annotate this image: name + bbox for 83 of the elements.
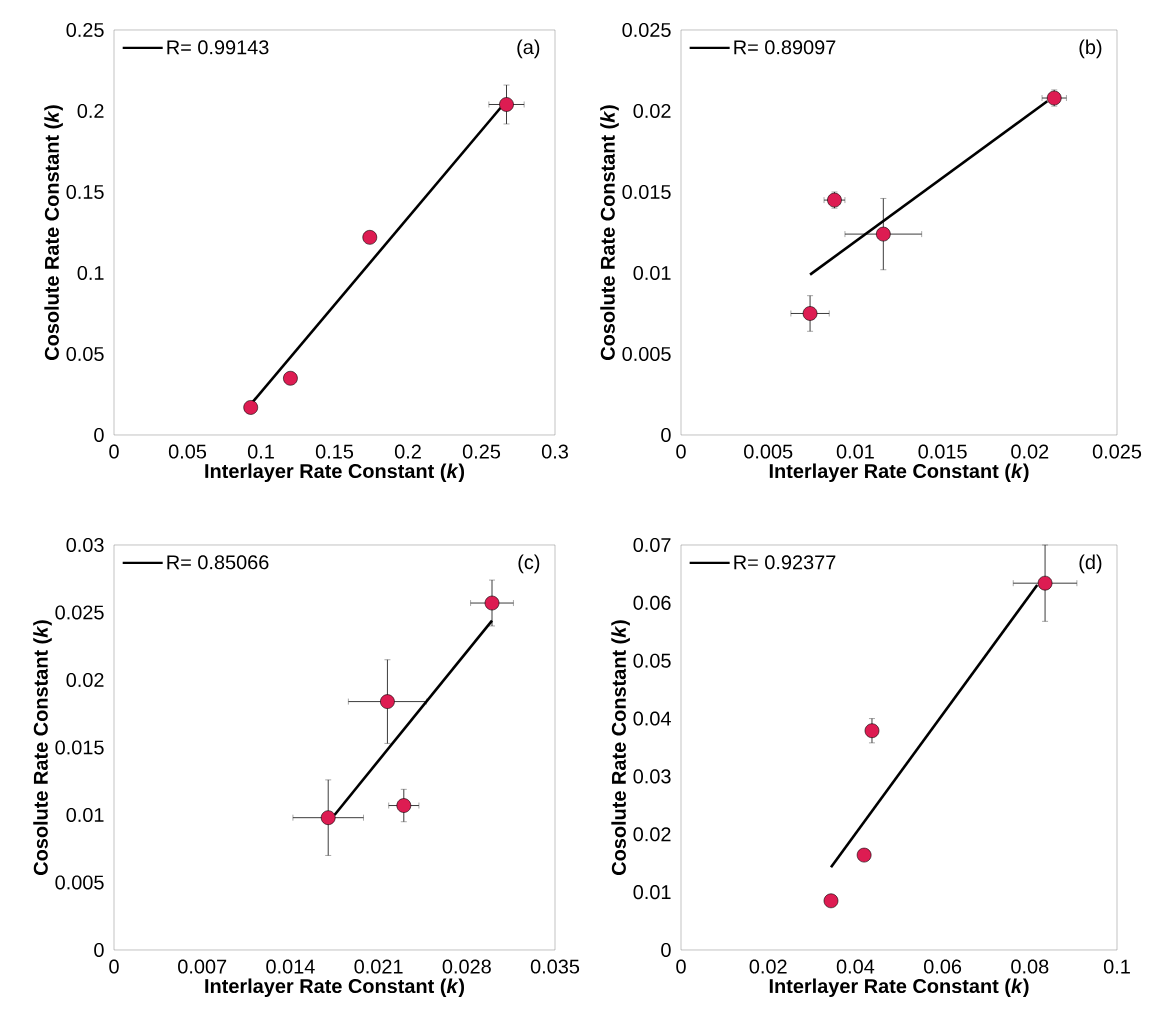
y-tick-label: 0.03	[633, 769, 671, 784]
legend-label: R= 0.89097	[734, 40, 836, 55]
y-tick-label: 0	[661, 942, 671, 958]
x-tick-label: 0	[676, 959, 686, 974]
x-tick-label: 0.06	[924, 959, 962, 974]
point	[827, 192, 842, 208]
y-tick-label: 0.05	[633, 653, 671, 668]
x-tick-label: 0	[109, 959, 119, 974]
y-tick-label: 0	[94, 942, 104, 958]
point	[396, 798, 412, 813]
y-tick-label: 0.05	[66, 346, 104, 362]
x-tick-label: 0.25	[462, 444, 501, 459]
y-tick-label: 0.025	[55, 605, 104, 620]
y-axis-title: Cosolute Rate Constant (k)	[611, 620, 630, 875]
x-tick-label: 0.025	[1092, 444, 1142, 459]
x-tick-label: 0.035	[530, 959, 580, 974]
x-tick-label: 0.3	[541, 444, 568, 459]
x-tick-label: 0.014	[266, 959, 315, 974]
legend-label: R= 0.92377	[734, 555, 836, 570]
point	[362, 230, 378, 245]
y-tick-label: 0.1	[77, 265, 104, 281]
x-tick-label: 0.15	[315, 444, 354, 459]
y-tick-label: 0.07	[633, 537, 671, 553]
legend-label: R= 0.99143	[167, 40, 269, 55]
y-tick-label: 0.2	[77, 103, 104, 119]
point	[380, 694, 395, 709]
annotation: (b)	[1079, 39, 1102, 59]
y-axis-title: Cosolute Rate Constant (k)	[44, 105, 63, 360]
y-tick-label: 0.015	[55, 740, 104, 755]
point	[283, 370, 298, 386]
y-axis-title: Cosolute Rate Constant (k)	[600, 105, 619, 360]
x-tick-label: 0.007	[178, 959, 227, 974]
y-tick-label: 0.25	[66, 22, 104, 38]
x-tick-label: 0.01	[836, 444, 874, 459]
y-tick-label: 0.01	[633, 885, 671, 900]
y-tick-label: 0.005	[55, 875, 104, 890]
x-tick-label: 0.02	[749, 959, 787, 974]
y-tick-label: 0.02	[633, 827, 671, 842]
y-tick-label: 0.005	[622, 346, 671, 362]
point	[243, 400, 259, 415]
x-tick-label: 0.1	[1103, 959, 1130, 974]
point	[864, 723, 880, 739]
y-tick-label: 0.15	[66, 184, 104, 200]
x-axis-title: Interlayer Rate Constant (k)	[205, 978, 465, 998]
annotation: (c)	[518, 554, 540, 574]
point	[1037, 575, 1053, 591]
y-tick-label: 0	[94, 427, 104, 443]
y-tick-label: 0.015	[622, 184, 671, 200]
y-tick-label: 0	[661, 427, 671, 443]
x-tick-label: 0.1	[247, 444, 274, 459]
y-tick-label: 0.03	[66, 537, 104, 553]
point	[802, 306, 818, 321]
x-tick-label: 0.04	[836, 959, 875, 974]
legend-label: R= 0.85066	[167, 555, 269, 570]
annotation: (a)	[517, 39, 540, 59]
point	[856, 847, 872, 863]
x-tick-label: 0	[109, 444, 119, 459]
point	[876, 226, 891, 242]
y-tick-label: 0.06	[633, 595, 671, 610]
x-axis-title: Interlayer Rate Constant (k)	[769, 463, 1029, 483]
y-tick-label: 0.01	[66, 807, 104, 823]
y-tick-label: 0.01	[633, 265, 671, 281]
x-tick-label: 0.05	[168, 444, 207, 459]
x-tick-label: 0.2	[394, 444, 421, 459]
y-axis-title: Cosolute Rate Constant (k)	[33, 620, 52, 875]
x-axis-title: Interlayer Rate Constant (k)	[205, 463, 465, 483]
x-tick-label: 0.005	[744, 444, 793, 459]
point	[320, 810, 336, 825]
annotation: (d)	[1079, 554, 1102, 574]
x-tick-label: 0.028	[442, 959, 491, 974]
y-tick-label: 0.02	[633, 103, 671, 119]
x-tick-label: 0.015	[918, 444, 967, 459]
y-tick-label: 0.04	[633, 711, 671, 726]
x-tick-label: 0	[676, 444, 686, 459]
y-tick-label: 0.025	[622, 22, 671, 38]
x-tick-label: 0.021	[354, 959, 403, 974]
point	[823, 893, 839, 909]
x-tick-label: 0.08	[1011, 959, 1049, 974]
x-axis-title: Interlayer Rate Constant (k)	[769, 978, 1029, 998]
point	[499, 97, 514, 112]
y-tick-label: 0.02	[66, 672, 104, 688]
point	[484, 595, 500, 611]
x-tick-label: 0.02	[1011, 444, 1049, 459]
